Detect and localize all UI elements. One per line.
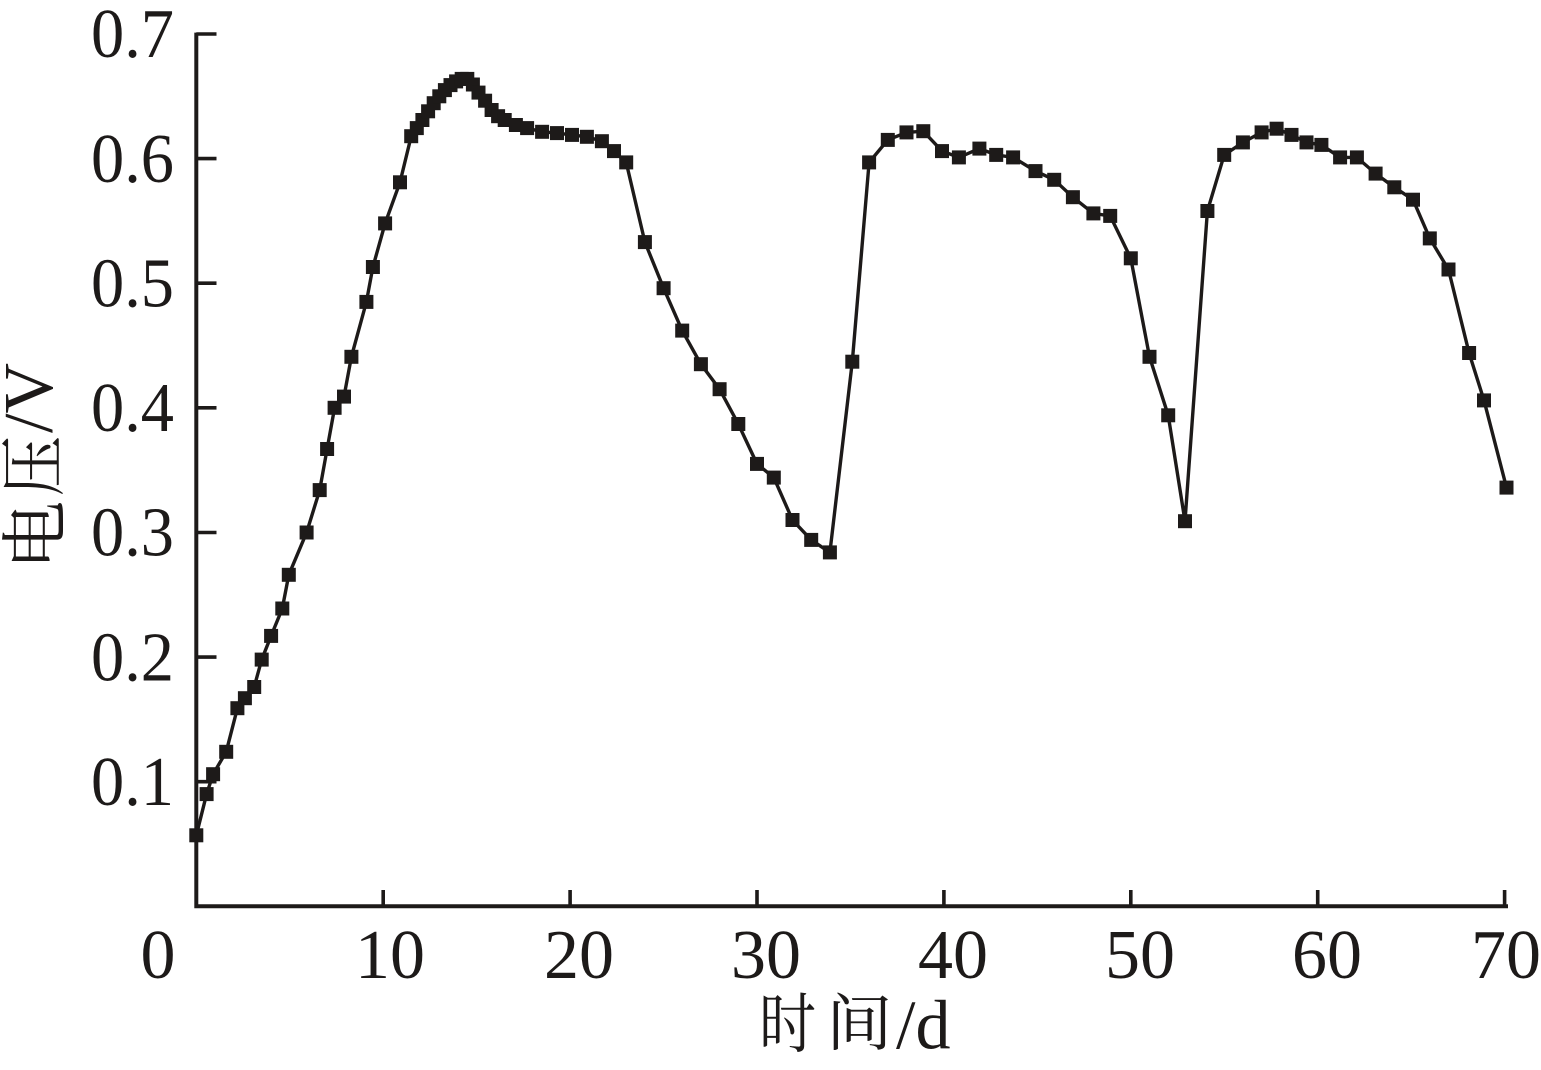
svg-text:/d: /d [896,988,950,1065]
svg-text:60: 60 [1292,917,1362,994]
svg-text:0.4: 0.4 [91,370,174,447]
svg-text:40: 40 [918,917,988,994]
svg-text:0.3: 0.3 [91,495,174,572]
svg-text:30: 30 [731,917,801,994]
svg-text:0.7: 0.7 [91,0,174,73]
svg-text:50: 50 [1105,917,1175,994]
svg-text:0.6: 0.6 [91,121,174,198]
svg-text:70: 70 [1471,917,1541,994]
svg-text:0.2: 0.2 [91,619,174,696]
svg-text:0.1: 0.1 [91,744,174,821]
svg-text:0.5: 0.5 [91,245,174,322]
svg-text:0: 0 [141,917,176,994]
svg-text:10: 10 [355,917,425,994]
svg-text:/V: /V [0,363,68,433]
svg-text:20: 20 [544,917,614,994]
